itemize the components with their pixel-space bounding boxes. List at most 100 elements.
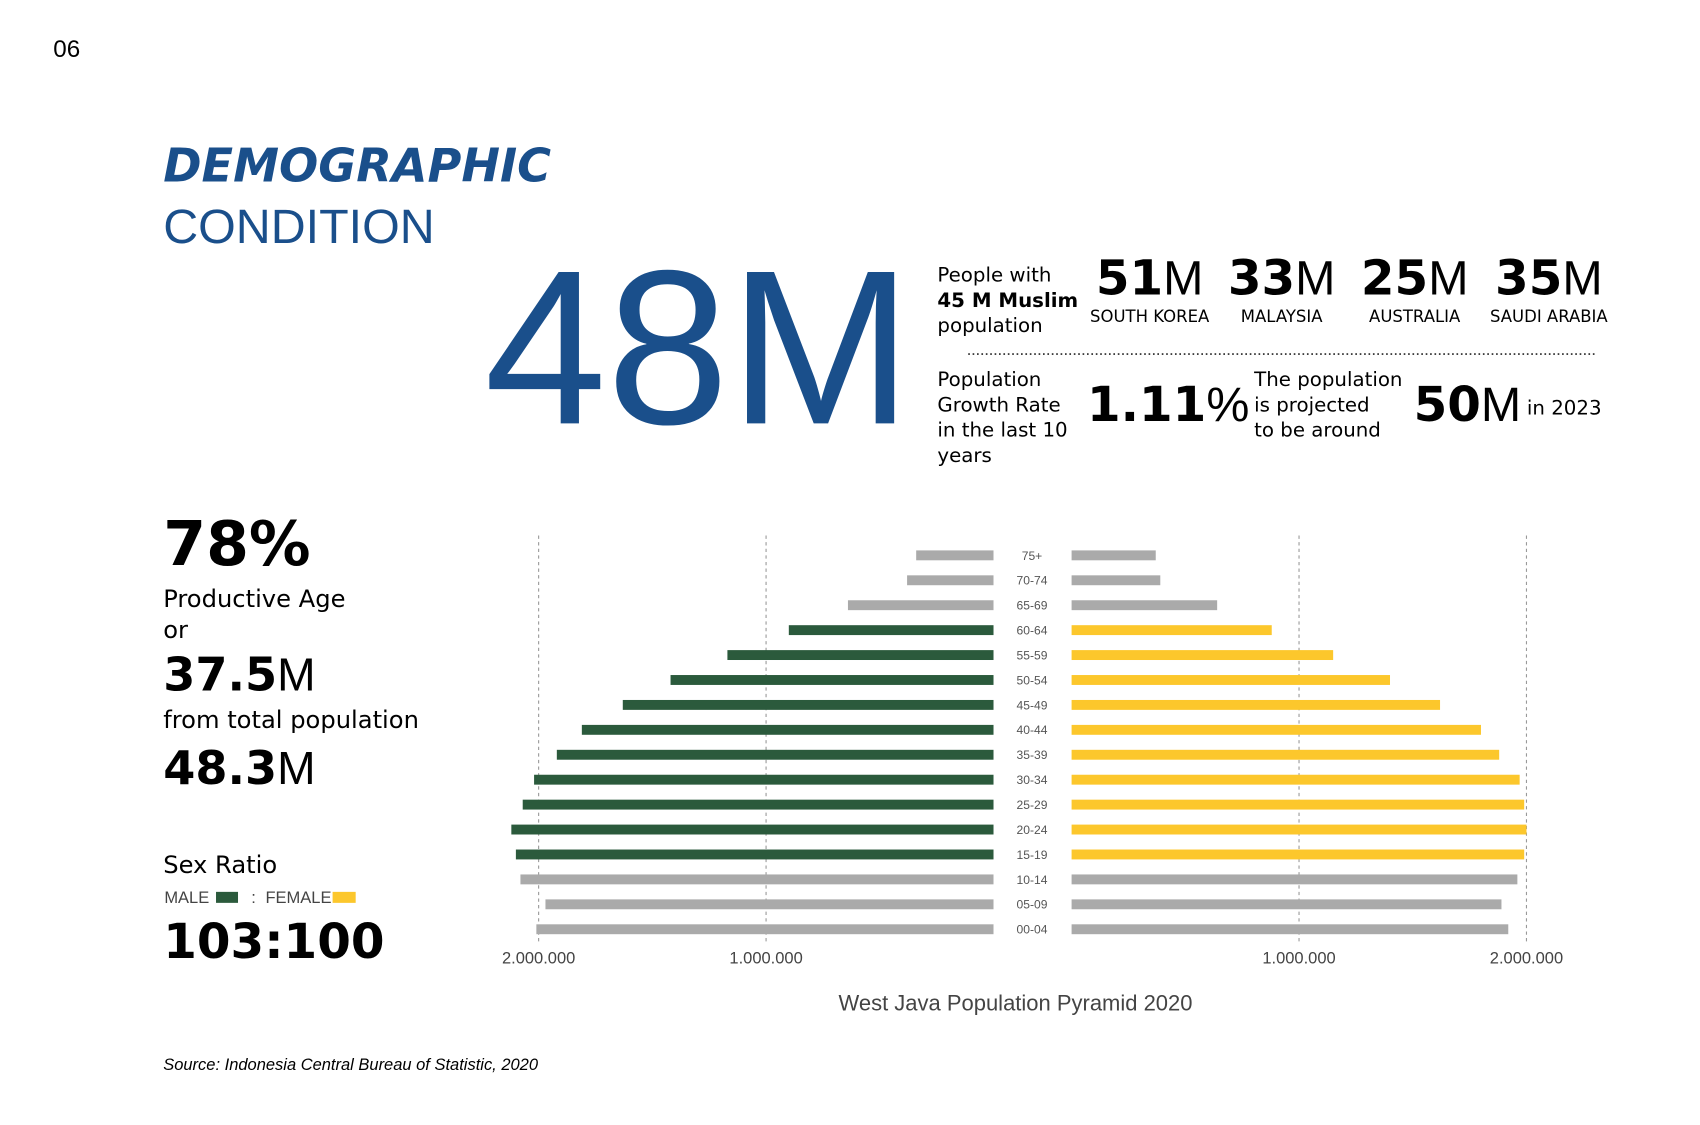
chart-title: West Java Population Pyramid 2020: [839, 991, 1193, 1016]
category-label: 65-69: [1017, 599, 1048, 613]
legend-female: FEMALE: [266, 889, 332, 907]
bar: [1071, 749, 1500, 760]
country: AUSTRALIA: [1369, 307, 1461, 326]
text-line: The population: [1253, 368, 1402, 391]
productive-percent: 78%: [163, 508, 310, 580]
bar: [515, 849, 994, 860]
bar: [536, 924, 994, 935]
bar: [545, 899, 994, 910]
comparison-value: 51M: [1096, 251, 1204, 307]
bar: [727, 650, 994, 661]
pyramid-chart: 1.000.000 1.000.000 2.000.000 2.000.000 75+ 7…: [502, 535, 1563, 967]
bar: [1071, 650, 1334, 661]
bar: [670, 675, 994, 685]
category-label: 55-59: [1017, 648, 1048, 662]
bar: [916, 550, 994, 561]
bar: [1071, 675, 1391, 685]
muslim-label: People with 45 M Muslim population: [937, 264, 1084, 338]
bar: [511, 824, 994, 835]
bar: [1071, 799, 1525, 810]
bar: [907, 575, 994, 586]
bar: [622, 699, 994, 710]
category-label: 60-64: [1017, 624, 1048, 638]
number: 35: [1495, 251, 1562, 307]
text-line: to be around: [1254, 419, 1381, 442]
comparison-value: 33M: [1228, 251, 1336, 307]
legend-swatch: [216, 891, 239, 903]
category-label: 70-74: [1017, 574, 1048, 588]
number: 33: [1228, 251, 1295, 307]
page-number: 06: [53, 36, 80, 63]
x-tick-label: 1.000.000: [1262, 949, 1335, 967]
projection-label: The population is projected to be around: [1253, 368, 1409, 442]
bar: [1071, 824, 1527, 835]
category-label: 00-04: [1017, 923, 1048, 937]
category-label: 15-19: [1017, 848, 1048, 862]
bar: [1071, 774, 1520, 785]
text-line: 45 M Muslim: [937, 289, 1078, 312]
category-label: 40-44: [1017, 723, 1048, 737]
comparison-value: 25M: [1361, 251, 1469, 307]
x-tick-label: 1.000.000: [729, 949, 802, 967]
sex-ratio-value: 103:100: [163, 914, 384, 970]
bar: [1071, 550, 1156, 561]
bar: [522, 799, 994, 810]
sex-ratio-title: Sex Ratio: [163, 851, 277, 879]
category-label: 45-49: [1017, 698, 1048, 712]
legend-swatch: [332, 891, 356, 903]
category-label: 50-54: [1017, 673, 1048, 687]
productive-or: or: [163, 616, 188, 644]
x-tick-label: 2.000.000: [502, 949, 575, 967]
x-tick-label: 2.000.000: [1490, 949, 1563, 967]
bar: [581, 724, 994, 735]
bar: [534, 774, 994, 785]
number: 51: [1096, 251, 1163, 307]
country: SOUTH KOREA: [1090, 307, 1210, 326]
bar: [520, 874, 994, 885]
bar: [1071, 924, 1509, 935]
category-label: 05-09: [1017, 898, 1048, 912]
bar: [1071, 849, 1525, 860]
growth-label: Population Growth Rate in the last 10 ye…: [937, 368, 1074, 467]
text-line: years: [937, 444, 991, 467]
productive-label: Productive Age: [163, 585, 345, 613]
number: 25: [1361, 251, 1428, 307]
text-line: population: [937, 314, 1042, 337]
comparison-value: 35M: [1495, 251, 1603, 307]
bar: [1071, 874, 1518, 885]
headline: 48M: [484, 224, 912, 470]
bar: [556, 749, 994, 760]
growth-value: 1.11%: [1087, 377, 1249, 433]
bar: [847, 600, 994, 611]
bar: [788, 625, 994, 636]
country: SAUDI ARABIA: [1490, 307, 1608, 326]
category-label: 35-39: [1017, 748, 1048, 762]
number: 48.3: [163, 741, 277, 795]
unit: M: [1428, 252, 1468, 306]
category-label: 10-14: [1017, 873, 1048, 887]
number: 37.5: [163, 648, 277, 702]
unit: M: [277, 649, 315, 701]
category-label: 25-29: [1017, 798, 1048, 812]
unit: %: [1206, 378, 1249, 432]
text-line: is projected: [1254, 393, 1369, 416]
unit: M: [1163, 252, 1203, 306]
unit: M: [1562, 252, 1602, 306]
country: MALAYSIA: [1241, 307, 1323, 326]
legend-separator: :: [251, 889, 256, 907]
unit: M: [1481, 378, 1521, 432]
text-line: Growth Rate: [937, 393, 1060, 416]
total-value: 48.3M: [163, 741, 315, 795]
productive-value: 37.5M: [163, 648, 315, 702]
unit: M: [1295, 252, 1335, 306]
bar: [1071, 625, 1272, 636]
projection-value: 50M: [1414, 377, 1522, 433]
bar: [1071, 600, 1218, 611]
projection-suffix: in 2023: [1527, 397, 1602, 420]
bar: [1071, 575, 1161, 586]
category-label: 30-34: [1017, 773, 1048, 787]
title-line2: CONDITION: [163, 200, 434, 254]
